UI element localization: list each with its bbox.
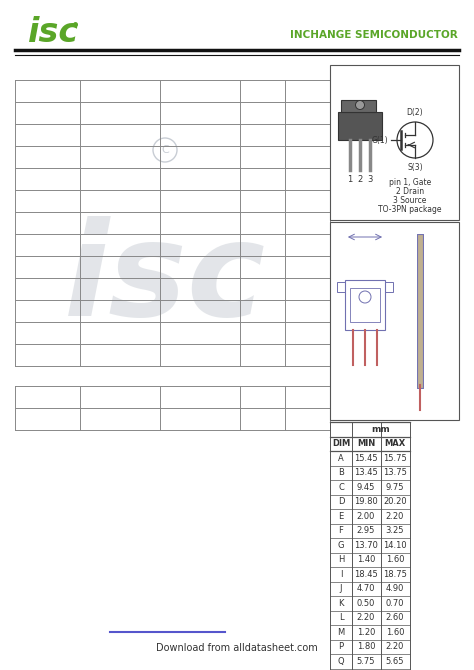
Text: F: F: [338, 526, 344, 535]
Text: 3.25: 3.25: [386, 526, 404, 535]
Text: 2.00: 2.00: [357, 512, 375, 521]
Text: S(3): S(3): [407, 163, 423, 172]
Text: 5.75: 5.75: [357, 657, 375, 666]
Text: I: I: [340, 570, 342, 579]
Text: pin 1, Gate: pin 1, Gate: [389, 178, 431, 187]
Text: 13.45: 13.45: [354, 468, 378, 477]
Text: 1.80: 1.80: [357, 643, 375, 651]
Text: G: G: [338, 541, 344, 550]
Text: 1.60: 1.60: [386, 628, 404, 636]
Text: 13.70: 13.70: [354, 541, 378, 550]
Text: Q: Q: [337, 657, 344, 666]
Text: DIM: DIM: [332, 440, 350, 448]
Text: 20.20: 20.20: [383, 497, 407, 507]
Bar: [341, 100, 376, 112]
Text: isc: isc: [28, 15, 79, 48]
Text: mm: mm: [372, 425, 391, 433]
Text: J: J: [340, 584, 342, 593]
Text: 19.80: 19.80: [354, 497, 378, 507]
Text: D: D: [338, 497, 344, 507]
Bar: [345, 280, 385, 330]
Text: C: C: [161, 145, 169, 155]
Text: 18.75: 18.75: [383, 570, 407, 579]
Text: 1.40: 1.40: [357, 555, 375, 564]
Text: C: C: [338, 483, 344, 492]
Text: 3: 3: [367, 175, 373, 184]
Text: L: L: [339, 613, 343, 622]
Text: 13.75: 13.75: [383, 468, 407, 477]
Text: 14.10: 14.10: [383, 541, 407, 550]
Text: K: K: [338, 599, 344, 608]
Text: 0.70: 0.70: [386, 599, 404, 608]
Text: 2.60: 2.60: [386, 613, 404, 622]
Text: Download from alldatasheet.com: Download from alldatasheet.com: [156, 643, 318, 653]
Text: 9.75: 9.75: [386, 483, 404, 492]
Text: 18.45: 18.45: [354, 570, 378, 579]
Text: 15.45: 15.45: [354, 454, 378, 463]
Text: 2: 2: [357, 175, 363, 184]
Text: MAX: MAX: [384, 440, 406, 448]
Bar: [350, 288, 380, 322]
Bar: [385, 282, 393, 292]
Text: 3 Source: 3 Source: [393, 196, 427, 205]
Text: E: E: [338, 512, 344, 521]
Bar: [330, 222, 459, 420]
Text: P: P: [338, 643, 344, 651]
Text: 2.20: 2.20: [386, 512, 404, 521]
Circle shape: [356, 100, 365, 109]
Text: 5.65: 5.65: [386, 657, 404, 666]
Text: TO-3PN package: TO-3PN package: [378, 205, 442, 214]
Text: D(2): D(2): [407, 108, 423, 117]
Text: A: A: [338, 454, 344, 463]
Bar: [337, 282, 345, 292]
Text: 2 Drain: 2 Drain: [396, 187, 424, 196]
Text: INCHANGE SEMICONDUCTOR: INCHANGE SEMICONDUCTOR: [290, 30, 458, 40]
Text: MIN: MIN: [357, 440, 375, 448]
Text: 4.90: 4.90: [386, 584, 404, 593]
Text: 1.60: 1.60: [386, 555, 404, 564]
Bar: [330, 65, 459, 220]
Text: 4.70: 4.70: [357, 584, 375, 593]
Text: B: B: [338, 468, 344, 477]
Bar: [338, 112, 382, 140]
Text: 2.95: 2.95: [357, 526, 375, 535]
Text: 1.20: 1.20: [357, 628, 375, 636]
Text: 2.20: 2.20: [357, 613, 375, 622]
Text: 2.20: 2.20: [386, 643, 404, 651]
Text: 15.75: 15.75: [383, 454, 407, 463]
Text: H: H: [338, 555, 344, 564]
Text: 0.50: 0.50: [357, 599, 375, 608]
Text: 9.45: 9.45: [357, 483, 375, 492]
Text: G(1): G(1): [371, 135, 388, 145]
Text: M: M: [337, 628, 345, 636]
Text: 1: 1: [347, 175, 353, 184]
Text: isc: isc: [64, 216, 266, 344]
